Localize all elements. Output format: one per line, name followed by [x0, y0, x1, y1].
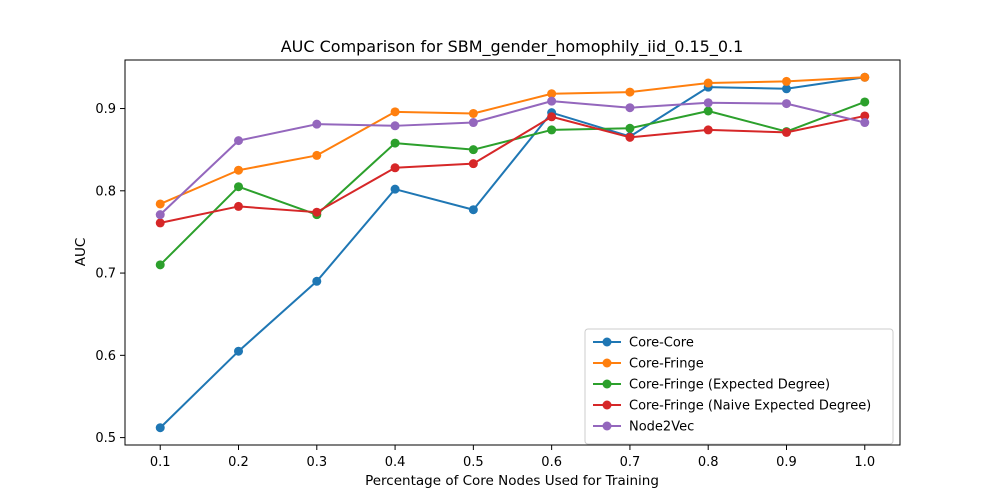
series-layer — [155, 72, 870, 433]
data-point — [860, 97, 870, 107]
data-point — [703, 78, 713, 88]
y-axis-label: AUC — [73, 238, 89, 267]
data-point — [155, 218, 165, 228]
y-tick-label: 0.9 — [95, 102, 116, 117]
plot-frame — [124, 59, 901, 446]
legend-marker — [602, 421, 612, 431]
x-axis-label: Percentage of Core Nodes Used for Traini… — [365, 473, 659, 489]
data-point — [468, 159, 478, 169]
x-tick-label: 0.9 — [776, 455, 797, 470]
series-5 — [155, 96, 870, 220]
x-axis: 0.1 0.2 0.3 0.4 0.5 0.6 0.7 0.8 0.9 1.0 — [150, 445, 875, 470]
data-point — [390, 184, 400, 194]
legend-label: Core-Fringe — [629, 357, 704, 372]
data-point — [860, 111, 870, 121]
legend-label: Core-Fringe (Naive Expected Degree) — [629, 399, 871, 414]
series-2 — [155, 72, 870, 209]
series-line — [159, 76, 865, 205]
data-point — [781, 127, 791, 137]
x-tick-label: 0.8 — [698, 455, 719, 470]
y-tick-label: 0.5 — [95, 431, 116, 446]
x-tick-label: 0.5 — [463, 455, 484, 470]
legend: Core-Core Core-Fringe Core-Fringe (Expecte… — [584, 328, 894, 445]
x-tick-label: 0.1 — [150, 455, 171, 470]
chart-title: AUC Comparison for SBM_gender_homophily_… — [281, 37, 744, 57]
data-point — [390, 163, 400, 173]
legend-marker — [602, 400, 612, 410]
y-tick-label: 0.8 — [95, 184, 116, 199]
data-point — [390, 121, 400, 131]
legend-box — [584, 328, 894, 445]
series-line — [160, 114, 865, 224]
data-point — [390, 138, 400, 148]
data-point — [781, 84, 791, 94]
x-tick-label: 0.6 — [541, 455, 562, 470]
data-point — [234, 182, 244, 192]
series-line — [159, 76, 865, 429]
data-point — [468, 118, 478, 128]
data-point — [390, 107, 400, 117]
data-point — [547, 125, 557, 135]
legend-entry: Core-Core — [593, 336, 694, 351]
legend-entry: Core-Fringe (Naive Expected Degree) — [593, 399, 871, 414]
data-point — [625, 87, 635, 97]
legend-label: Core-Fringe (Expected Degree) — [629, 378, 830, 393]
data-point — [703, 106, 713, 116]
data-point — [312, 207, 322, 217]
series-4 — [155, 111, 870, 228]
data-point — [703, 125, 713, 135]
data-point — [234, 165, 244, 175]
data-point — [312, 119, 322, 129]
data-point — [312, 150, 322, 160]
data-point — [625, 103, 635, 113]
legend-entry: Core-Fringe — [593, 357, 704, 372]
data-point — [781, 99, 791, 109]
x-tick-label: 1.0 — [854, 455, 875, 470]
x-tick-label: 0.7 — [620, 455, 641, 470]
legend-marker — [602, 337, 612, 347]
legend-entry: Core-Fringe (Expected Degree) — [593, 378, 830, 393]
data-point — [625, 123, 635, 133]
legend-entry: Node2Vec — [593, 420, 694, 435]
x-tick-label: 0.2 — [228, 455, 249, 470]
data-point — [547, 112, 557, 122]
legend-marker — [602, 358, 612, 368]
data-point — [155, 260, 165, 270]
data-point — [234, 136, 244, 146]
data-point — [468, 145, 478, 155]
data-point — [860, 118, 870, 128]
data-point — [155, 210, 165, 220]
y-tick-label: 0.6 — [95, 349, 116, 364]
data-point — [703, 98, 713, 108]
data-point — [468, 108, 478, 118]
data-point — [625, 132, 635, 142]
data-point — [155, 423, 165, 433]
data-point — [155, 199, 165, 209]
y-axis: 0.5 0.6 0.7 0.8 0.9 — [95, 102, 125, 446]
series-line — [159, 100, 866, 216]
legend-label: Core-Core — [629, 336, 694, 351]
y-tick-label: 0.7 — [95, 267, 116, 282]
data-point — [547, 89, 557, 99]
data-point — [781, 76, 791, 86]
data-point — [234, 346, 244, 356]
data-point — [860, 72, 870, 82]
data-point — [234, 201, 244, 211]
legend-label: Node2Vec — [629, 420, 694, 435]
x-tick-label: 0.3 — [306, 455, 327, 470]
data-point — [312, 276, 322, 286]
x-tick-label: 0.4 — [385, 455, 406, 470]
data-point — [547, 96, 557, 106]
data-point — [468, 205, 478, 215]
legend-marker — [602, 379, 612, 389]
